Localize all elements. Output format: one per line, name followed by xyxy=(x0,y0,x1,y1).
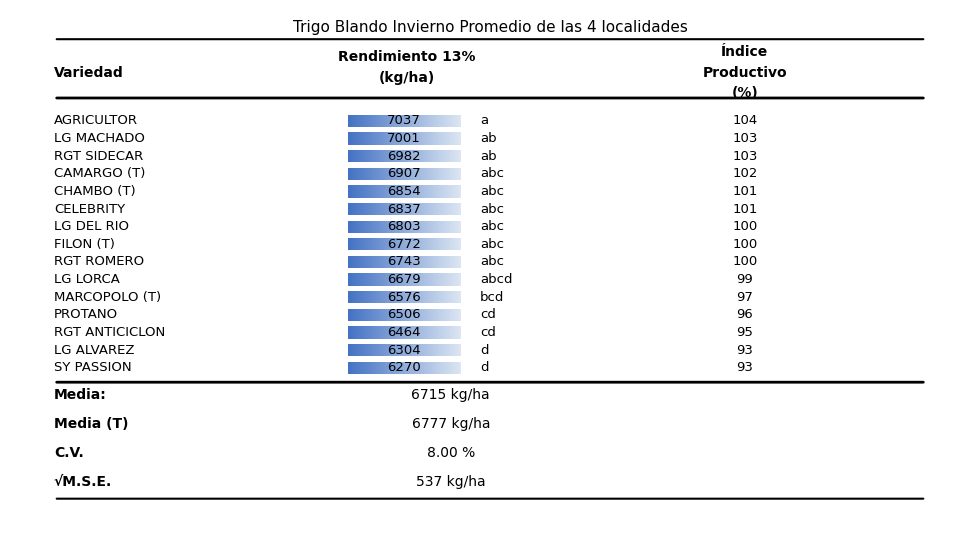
Text: 6803: 6803 xyxy=(387,220,421,233)
Text: LG DEL RIO: LG DEL RIO xyxy=(54,220,129,233)
Text: abc: abc xyxy=(480,220,504,233)
Text: CAMARGO (T): CAMARGO (T) xyxy=(54,167,145,180)
Text: LG LORCA: LG LORCA xyxy=(54,273,120,286)
Text: Trigo Blando Invierno Promedio de las 4 localidades: Trigo Blando Invierno Promedio de las 4 … xyxy=(293,20,687,35)
Text: 6772: 6772 xyxy=(387,238,421,251)
Text: Variedad: Variedad xyxy=(54,66,123,80)
Text: 6679: 6679 xyxy=(387,273,421,286)
Text: 7037: 7037 xyxy=(387,114,421,127)
Text: 8.00 %: 8.00 % xyxy=(426,446,475,460)
Text: abc: abc xyxy=(480,167,504,180)
Text: AGRICULTOR: AGRICULTOR xyxy=(54,114,138,127)
Text: LG ALVAREZ: LG ALVAREZ xyxy=(54,344,134,357)
Text: 101: 101 xyxy=(732,185,758,198)
Text: 6576: 6576 xyxy=(387,291,421,304)
Text: 6506: 6506 xyxy=(387,309,421,321)
Text: 93: 93 xyxy=(736,344,754,357)
Text: 6270: 6270 xyxy=(387,361,421,374)
Text: C.V.: C.V. xyxy=(54,446,83,460)
Text: (kg/ha): (kg/ha) xyxy=(378,71,435,85)
Text: abc: abc xyxy=(480,255,504,268)
Text: 100: 100 xyxy=(732,255,758,268)
Text: 97: 97 xyxy=(736,291,754,304)
Text: 100: 100 xyxy=(732,220,758,233)
Text: 6464: 6464 xyxy=(387,326,421,339)
Text: 103: 103 xyxy=(732,150,758,162)
Text: 103: 103 xyxy=(732,132,758,145)
Text: 102: 102 xyxy=(732,167,758,180)
Text: cd: cd xyxy=(480,326,496,339)
Text: 93: 93 xyxy=(736,361,754,374)
Text: RGT SIDECAR: RGT SIDECAR xyxy=(54,150,143,162)
Text: 6982: 6982 xyxy=(387,150,421,162)
Text: abc: abc xyxy=(480,185,504,198)
Text: 6854: 6854 xyxy=(387,185,421,198)
Text: 101: 101 xyxy=(732,203,758,216)
Text: 6837: 6837 xyxy=(387,203,421,216)
Text: CELEBRITY: CELEBRITY xyxy=(54,203,125,216)
Text: Rendimiento 13%: Rendimiento 13% xyxy=(338,50,475,64)
Text: abc: abc xyxy=(480,238,504,251)
Text: 99: 99 xyxy=(736,273,754,286)
Text: ab: ab xyxy=(480,150,497,162)
Text: Media (T): Media (T) xyxy=(54,417,128,431)
Text: 7001: 7001 xyxy=(387,132,421,145)
Text: 6907: 6907 xyxy=(387,167,421,180)
Text: CHAMBO (T): CHAMBO (T) xyxy=(54,185,135,198)
Text: cd: cd xyxy=(480,309,496,321)
Text: d: d xyxy=(480,361,489,374)
Text: (%): (%) xyxy=(731,86,759,100)
Text: 104: 104 xyxy=(732,114,758,127)
Text: a: a xyxy=(480,114,488,127)
Text: SY PASSION: SY PASSION xyxy=(54,361,131,374)
Text: RGT ANTICICLON: RGT ANTICICLON xyxy=(54,326,166,339)
Text: 96: 96 xyxy=(736,309,754,321)
Text: bcd: bcd xyxy=(480,291,505,304)
Text: 537 kg/ha: 537 kg/ha xyxy=(416,475,486,489)
Text: Índice: Índice xyxy=(721,45,768,59)
Text: LG MACHADO: LG MACHADO xyxy=(54,132,145,145)
Text: Media:: Media: xyxy=(54,388,107,402)
Text: 6715 kg/ha: 6715 kg/ha xyxy=(412,388,490,402)
Text: FILON (T): FILON (T) xyxy=(54,238,115,251)
Text: √M.S.E.: √M.S.E. xyxy=(54,475,112,489)
Text: abc: abc xyxy=(480,203,504,216)
Text: RGT ROMERO: RGT ROMERO xyxy=(54,255,144,268)
Text: Productivo: Productivo xyxy=(703,66,787,80)
Text: d: d xyxy=(480,344,489,357)
Text: 6743: 6743 xyxy=(387,255,421,268)
Text: 95: 95 xyxy=(736,326,754,339)
Text: MARCOPOLO (T): MARCOPOLO (T) xyxy=(54,291,161,304)
Text: ab: ab xyxy=(480,132,497,145)
Text: 100: 100 xyxy=(732,238,758,251)
Text: abcd: abcd xyxy=(480,273,513,286)
Text: 6777 kg/ha: 6777 kg/ha xyxy=(412,417,490,431)
Text: PROTANO: PROTANO xyxy=(54,309,118,321)
Text: 6304: 6304 xyxy=(387,344,421,357)
